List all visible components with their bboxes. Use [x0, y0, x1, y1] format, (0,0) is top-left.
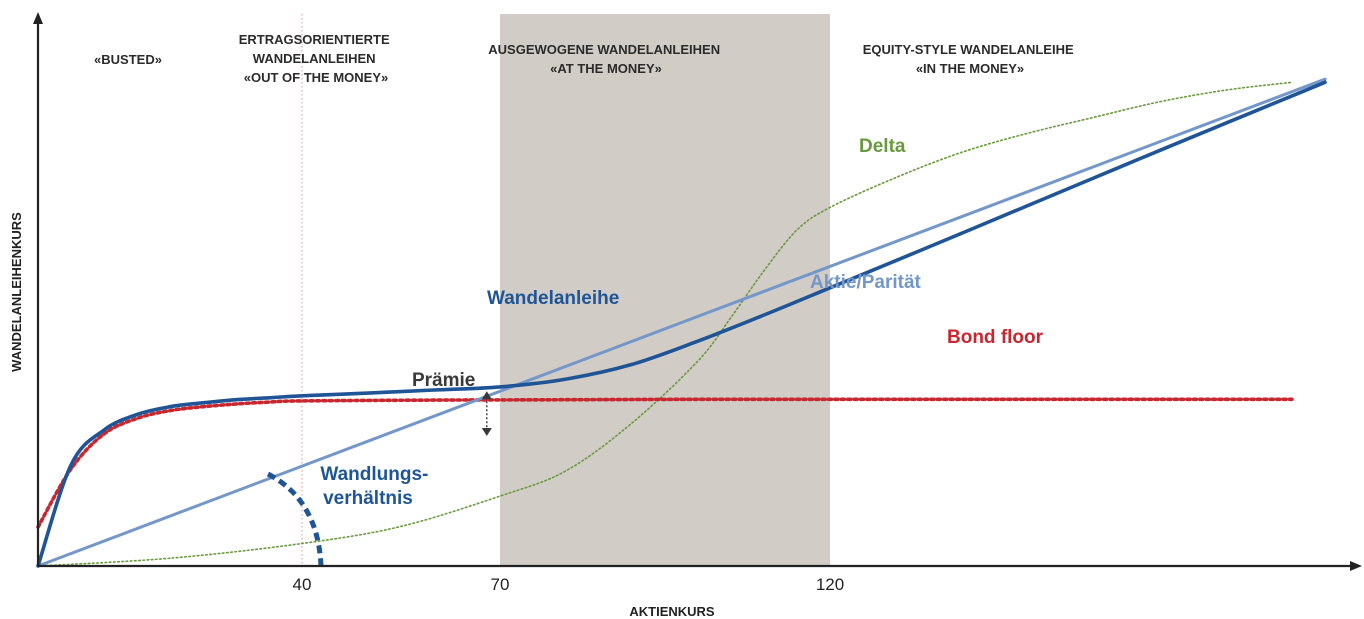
region-label-out-of-the-money: ERTRAGSORIENTIERTE WANDELANLEIHEN «OUT O…: [239, 32, 394, 85]
conversion-ratio-arc: [268, 474, 321, 566]
x-tick-label: 70: [491, 575, 510, 594]
region-label-busted: «BUSTED»: [94, 52, 162, 67]
premium-annotation: Prämie: [412, 370, 492, 436]
conversion-ratio-line: Wandlungs-: [320, 464, 428, 485]
x-tick-label: 120: [816, 575, 844, 594]
region-line: WANDELANLEIHEN: [253, 51, 376, 66]
series-label-delta: Delta: [859, 136, 906, 157]
series-label-aktie-paritaet: Aktie/Parität: [810, 272, 922, 293]
series-label-bond-floor: Bond floor: [947, 327, 1044, 348]
region-line: ERTRAGSORIENTIERTE: [239, 32, 390, 47]
region-line: EQUITY-STYLE WANDELANLEIHE: [863, 42, 1074, 57]
region-line: «OUT OF THE MONEY»: [244, 70, 388, 85]
x-tick-labels: 40 70 120: [293, 575, 845, 594]
series-label-wandelanleihe: Wandelanleihe: [487, 288, 619, 309]
region-line: AUSGEWOGENE WANDELANLEIHEN: [488, 42, 720, 57]
region-label-in-the-money: EQUITY-STYLE WANDELANLEIHE «IN THE MONEY…: [863, 42, 1078, 76]
x-axis-title: AKTIENKURS: [629, 604, 715, 619]
conversion-ratio-label: Wandlungs- verhältnis: [320, 464, 433, 509]
x-tick-label: 40: [293, 575, 312, 594]
premium-arrow-head-down: [482, 428, 492, 436]
x-axis-arrow: [1350, 561, 1362, 571]
premium-label: Prämie: [412, 370, 475, 391]
y-axis-title: WANDELANLEIHENKURS: [9, 212, 24, 372]
conversion-ratio-line: verhältnis: [323, 488, 413, 509]
y-axis-arrow: [33, 12, 43, 24]
region-line: «BUSTED»: [94, 52, 162, 67]
region-line: «IN THE MONEY»: [916, 61, 1024, 76]
region-line: «AT THE MONEY»: [550, 61, 662, 76]
